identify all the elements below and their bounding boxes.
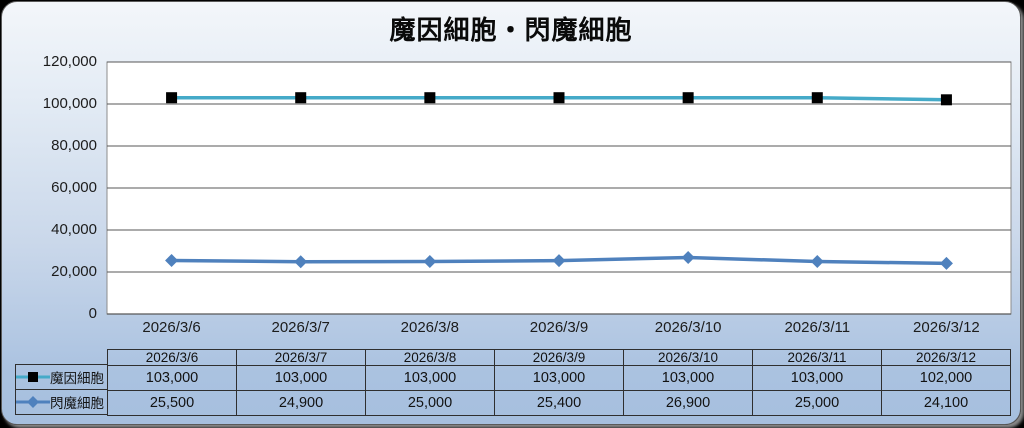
legend-key-square-icon	[16, 372, 50, 382]
data-point-square	[295, 92, 307, 104]
data-point-square	[553, 92, 565, 104]
data-point-diamond	[810, 255, 824, 268]
y-tick-label: 40,000	[51, 221, 97, 238]
data-point-diamond	[165, 253, 179, 267]
y-tick-label: 120,000	[42, 53, 97, 70]
data-point-diamond	[294, 255, 308, 269]
table-value-cell: 103,000	[365, 365, 495, 391]
x-tick-label: 2026/3/7	[271, 319, 330, 336]
table-header-cell: 2026/3/6	[107, 349, 237, 366]
line-chart-plot	[106, 61, 1012, 315]
table-header-cell: 2026/3/12	[881, 349, 1011, 366]
data-point-square	[811, 92, 823, 104]
table-value-cell: 103,000	[107, 365, 237, 391]
table-header-cell: 2026/3/9	[494, 349, 624, 366]
table-header-cell: 2026/3/7	[236, 349, 366, 366]
x-tick-label: 2026/3/10	[654, 319, 722, 336]
data-point-square	[682, 92, 694, 104]
series-name-label: 魔因細胞	[50, 371, 104, 386]
legend-row-2: 閃魔細胞	[15, 389, 108, 415]
data-point-square	[940, 94, 952, 106]
y-tick-label: 80,000	[51, 137, 97, 154]
chart-title: 魔因細胞・閃魔細胞	[389, 15, 633, 45]
table-value-cell: 103,000	[236, 365, 366, 391]
data-table: 2026/3/6 2026/3/7 2026/3/8 2026/3/9 2026/3/1…	[107, 349, 1011, 416]
legend-key-diamond-icon	[16, 396, 50, 408]
y-tick-label: 60,000	[51, 179, 97, 196]
y-tick-label: 20,000	[51, 263, 97, 280]
data-point-diamond	[552, 254, 566, 268]
data-point-diamond	[681, 251, 695, 265]
x-tick-label: 2026/3/9	[529, 319, 589, 336]
table-value-cell: 103,000	[623, 365, 753, 391]
x-tick-label: 2026/3/6	[142, 319, 201, 336]
legend-row-1: 魔因細胞	[15, 364, 108, 390]
x-tick-label: 2026/3/11	[784, 319, 851, 336]
x-tick-label: 2026/3/12	[913, 319, 980, 336]
data-point-square	[166, 92, 178, 104]
table-header-cell: 2026/3/10	[623, 349, 753, 366]
data-point-square	[424, 92, 436, 104]
table-header-cell: 2026/3/8	[365, 349, 495, 366]
x-tick-label: 2026/3/8	[400, 319, 460, 336]
table-row: 25,500 24,900 25,000 25,400 26,900 25,000 24,1…	[107, 390, 1011, 416]
table-value-cell: 25,000	[752, 390, 882, 416]
legend-table: 魔因細胞 閃魔細胞	[15, 364, 108, 415]
data-point-diamond	[423, 255, 437, 268]
table-header-cell: 2026/3/11	[752, 349, 882, 366]
table-value-cell: 26,900	[623, 390, 753, 416]
table-row: 103,000 103,000 103,000 103,000 103,000 103,0…	[107, 365, 1011, 391]
table-value-cell: 103,000	[494, 365, 624, 391]
y-tick-label: 0	[88, 305, 97, 322]
table-value-cell: 25,000	[365, 390, 495, 416]
series-name-label: 閃魔細胞	[50, 396, 104, 411]
table-value-cell: 24,900	[236, 390, 366, 416]
table-value-cell: 24,100	[881, 390, 1011, 416]
y-tick-label: 100,000	[42, 95, 97, 112]
table-value-cell: 102,000	[881, 365, 1011, 391]
table-value-cell: 25,500	[107, 390, 237, 416]
table-value-cell: 103,000	[752, 365, 882, 391]
table-value-cell: 25,400	[494, 390, 624, 416]
data-point-diamond	[939, 256, 953, 270]
